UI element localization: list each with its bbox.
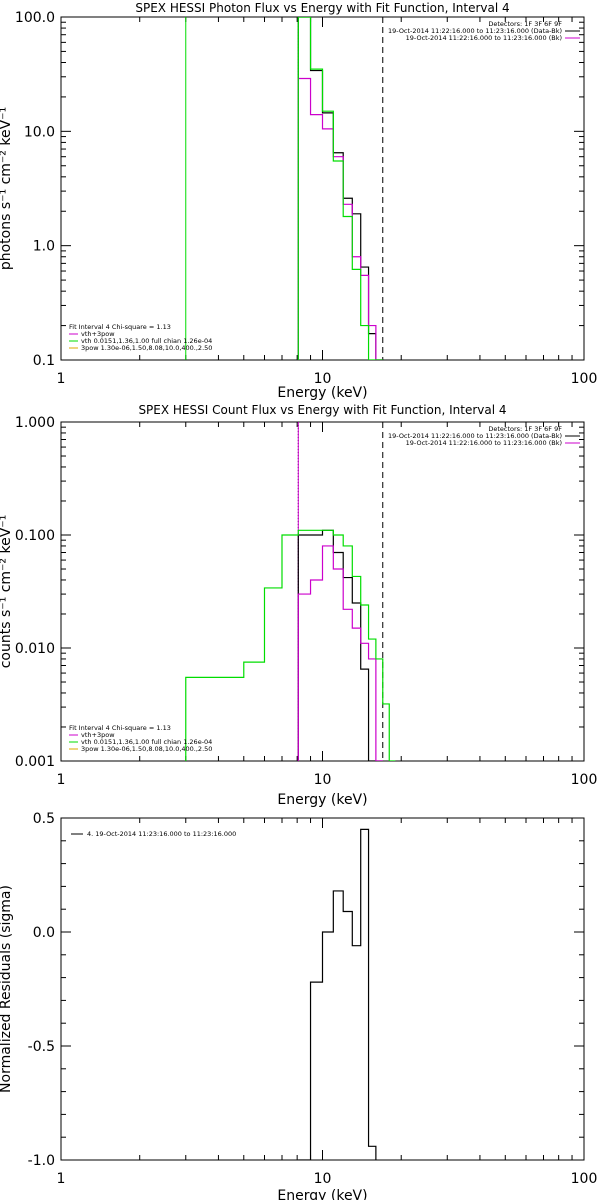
y-tick-label: 100.0 xyxy=(15,10,55,26)
plot-data xyxy=(185,422,396,761)
legend-top-text: 19-Oct-2014 11:22:16.000 to 11:23:16.000… xyxy=(406,439,562,447)
y-tick-label: 0.010 xyxy=(15,641,55,657)
x-tick-label: 10 xyxy=(314,1171,332,1187)
legend-top-text: 19-Oct-2014 11:22:16.000 to 11:23:16.000… xyxy=(388,27,562,35)
plot-data xyxy=(298,828,377,1160)
x-tick-label: 1 xyxy=(57,1171,66,1187)
legend-bottom-text: vth 0.0151,1.36,1.00 full chian 1.26e-04 xyxy=(81,738,212,746)
x-tick-label: 1 xyxy=(57,371,66,387)
x-tick-label: 10 xyxy=(314,772,332,788)
y-tick-label: 0.0 xyxy=(33,925,55,941)
legend-top-text: Detectors: 1F 3F 6F 9F xyxy=(488,20,562,28)
plot-frame xyxy=(60,16,585,361)
legend-bottom-text: 3pow 1.30e-06,1.50,8.08,10.0,400.,2.50 xyxy=(81,344,212,352)
y-tick-label: 1.000 xyxy=(15,415,55,431)
series-4-19-oct-2014-11-23-16-000-to-11-23-16-000 xyxy=(298,828,377,1160)
legend-bottom-text: 3pow 1.30e-06,1.50,8.08,10.0,400.,2.50 xyxy=(81,745,212,753)
legend-bottom-text: Fit Interval 4 Chi-square = 1.13 xyxy=(69,724,171,732)
legend-top-text: 19-Oct-2014 11:22:16.000 to 11:23:16.000… xyxy=(388,432,562,440)
y-tick-label: 0.5 xyxy=(33,811,55,827)
legend-bottom-text: Fit Interval 4 Chi-square = 1.13 xyxy=(69,323,171,331)
legend-bottom-text: vth 0.0151,1.36,1.00 full chian 1.26e-04 xyxy=(81,337,212,345)
x-axis-label: Energy (keV) xyxy=(277,792,367,808)
series-vth-3pow xyxy=(297,77,383,360)
y-tick-label: 10.0 xyxy=(24,124,55,140)
legend-top-text: Detectors: 1F 3F 6F 9F xyxy=(488,425,562,433)
y-axis-label: counts s⁻¹ cm⁻² keV⁻¹ xyxy=(0,515,14,669)
chart-title: SPEX HESSI Count Flux vs Energy with Fit… xyxy=(138,403,506,417)
series-vth xyxy=(185,529,396,761)
y-tick-label: -0.5 xyxy=(28,1039,55,1055)
series-vth-3pow xyxy=(297,545,383,761)
series-vth xyxy=(297,17,383,360)
y-axis-label: photons s⁻¹ cm⁻² keV⁻¹ xyxy=(0,107,14,270)
x-tick-label: 100 xyxy=(571,371,598,387)
legend-bottom-text: vth+3pow xyxy=(81,330,115,338)
plot-frame xyxy=(60,421,585,762)
chart-title: SPEX HESSI Photon Flux vs Energy with Fi… xyxy=(135,1,509,15)
x-axis-label: Energy (keV) xyxy=(277,1188,367,1200)
x-tick-label: 100 xyxy=(571,772,598,788)
x-axis-label: Energy (keV) xyxy=(277,385,367,401)
x-tick-label: 100 xyxy=(571,1171,598,1187)
y-tick-label: 0.1 xyxy=(33,353,55,369)
legend-bottom-text: vth+3pow xyxy=(81,731,115,739)
plot-data xyxy=(185,17,384,360)
plot-frame xyxy=(60,817,585,1161)
y-tick-label: -1.0 xyxy=(28,1153,55,1169)
legend-text: 4. 19-Oct-2014 11:23:16.000 to 11:23:16.… xyxy=(87,830,236,838)
y-axis-label: Normalized Residuals (sigma) xyxy=(0,885,14,1093)
series-data-bk xyxy=(297,529,383,761)
y-tick-label: 0.100 xyxy=(15,528,55,544)
x-tick-label: 1 xyxy=(57,772,66,788)
y-tick-label: 0.001 xyxy=(15,754,55,770)
x-tick-label: 10 xyxy=(314,371,332,387)
chart-2: 1 10 100 0.001 0.010 0.100 1.000 SPEX HESSI Cou… xyxy=(0,403,597,808)
y-tick-label: 1.0 xyxy=(33,239,55,255)
legend-top-text: 19-Oct-2014 11:22:16.000 to 11:23:16.000… xyxy=(406,34,562,42)
chart-3: 1 10 100 -1.0 -0.5 0.0 0.5 Energy (keV) Normaliz… xyxy=(0,811,597,1200)
chart-1: 1 10 100 0.1 1.0 10.0 100.0 SPEX HESSI Photon F… xyxy=(0,1,597,401)
